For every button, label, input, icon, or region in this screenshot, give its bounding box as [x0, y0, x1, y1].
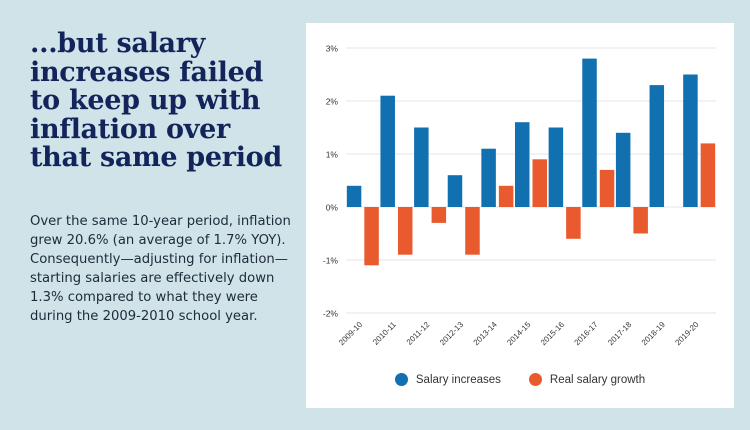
x-tick-label: 2010-11: [371, 320, 398, 347]
x-tick-label: 2012-13: [438, 320, 466, 348]
x-tick-label: 2011-12: [405, 320, 432, 347]
bar-real-salary-growth: [700, 143, 716, 207]
bar-salary-increase: [548, 127, 564, 207]
x-tick-label: 2013-14: [472, 320, 500, 348]
bar-salary-increase: [447, 175, 463, 207]
bar-salary-increase: [582, 58, 597, 207]
x-tick-label: 2009-10: [337, 320, 365, 348]
bar-real-salary-growth: [566, 207, 581, 239]
bar-salary-increase: [380, 95, 395, 207]
bar-real-salary-growth: [465, 207, 480, 255]
legend-item-salary: Salary increases: [394, 373, 501, 386]
bar-real-salary-growth: [633, 207, 648, 234]
legend-swatch-salary: [394, 373, 408, 386]
bar-real-salary-growth: [397, 207, 413, 255]
bar-real-salary-growth: [431, 207, 447, 223]
bar-salary-increase: [515, 122, 530, 207]
bar-chart: 3% 2% 1% 0% -1% -2%2009-10 2010-11 2011-12 2012-…: [323, 44, 716, 348]
bar-salary-increase: [615, 132, 631, 207]
bar-real-salary-growth: [364, 207, 379, 266]
y-tick-label: 3%: [326, 44, 339, 54]
x-tick-label: 2018-19: [640, 320, 668, 348]
bar-salary-increase: [683, 74, 698, 207]
bar-real-salary-growth: [599, 169, 615, 207]
legend-label-salary: Salary increases: [415, 373, 501, 386]
x-tick-label: 2017-18: [606, 320, 634, 348]
bar-salary-increase: [414, 127, 429, 207]
y-tick-label: -2%: [323, 309, 339, 319]
chart-card: 3% 2% 1% 0% -1% -2% 2009-10 2010-11 2011-12 2012-…: [306, 23, 734, 408]
body-text: Over the same 10-year period, inflation …: [30, 214, 291, 324]
bar-salary-increase: [481, 148, 496, 207]
y-tick-label: 2%: [326, 97, 339, 107]
x-tick-label: 2019-20: [673, 320, 701, 348]
legend-label-real: Real salary growth: [549, 373, 646, 386]
bar-salary-increase: [649, 85, 665, 207]
x-tick-label: 2016-17: [573, 320, 601, 348]
headline: ...but salary increases failed to keep u…: [30, 28, 282, 173]
bar-real-salary-growth: [532, 159, 547, 207]
legend-swatch-real: [528, 373, 542, 386]
bar-salary-increase: [346, 185, 362, 207]
y-tick-label: -1%: [323, 256, 339, 266]
chart-legend: Salary increases Real salary growth: [306, 373, 734, 386]
y-tick-label: 0%: [326, 203, 339, 213]
y-tick-label: 1%: [326, 150, 339, 160]
x-tick-label: 2015-16: [539, 320, 567, 348]
legend-item-real: Real salary growth: [528, 373, 646, 386]
bar-real-salary-growth: [498, 185, 514, 207]
x-tick-label: 2014-15: [505, 320, 533, 348]
